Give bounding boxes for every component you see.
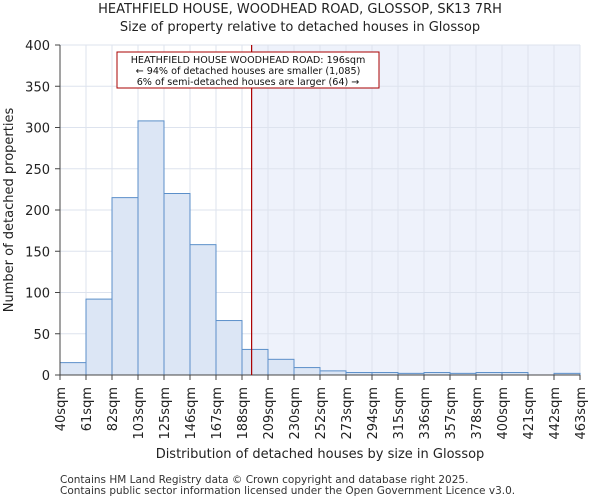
histogram-bar bbox=[59, 362, 87, 376]
histogram-bar bbox=[241, 348, 269, 376]
x-tick-label: 463sqm bbox=[574, 387, 589, 440]
histogram-bar bbox=[293, 367, 321, 376]
x-axis-label: Distribution of detached houses by size … bbox=[156, 447, 485, 462]
histogram-bar bbox=[215, 320, 243, 376]
x-tick-label: 442sqm bbox=[548, 387, 563, 440]
x-tick-label: 230sqm bbox=[288, 387, 303, 440]
y-tick-label: 150 bbox=[25, 245, 50, 260]
x-tick-label: 357sqm bbox=[444, 387, 459, 440]
x-tick-label: 294sqm bbox=[366, 387, 381, 440]
histogram-bar bbox=[111, 197, 139, 376]
histogram-bar bbox=[319, 370, 347, 376]
y-tick-label: 350 bbox=[25, 80, 50, 95]
x-tick-label: 167sqm bbox=[210, 387, 225, 440]
x-tick-label: 61sqm bbox=[80, 387, 95, 431]
y-tick-label: 400 bbox=[25, 39, 50, 54]
annotation-box bbox=[116, 51, 380, 89]
histogram-bar bbox=[267, 358, 295, 376]
x-tick-label: 103sqm bbox=[132, 387, 147, 440]
x-tick-label: 40sqm bbox=[54, 387, 69, 431]
x-tick-label: 209sqm bbox=[262, 387, 277, 440]
y-tick-label: 0 bbox=[42, 369, 50, 384]
annotation-line: ← 94% of detached houses are smaller (1,… bbox=[136, 66, 361, 77]
chart-title: HEATHFIELD HOUSE, WOODHEAD ROAD, GLOSSOP… bbox=[98, 2, 502, 17]
x-tick-label: 336sqm bbox=[418, 387, 433, 440]
y-tick-label: 250 bbox=[25, 163, 50, 178]
x-tick-label: 82sqm bbox=[106, 387, 121, 431]
y-tick-label: 50 bbox=[33, 328, 50, 343]
x-tick-label: 252sqm bbox=[314, 387, 329, 440]
footer-licence: Contains public sector information licen… bbox=[60, 485, 516, 497]
x-tick-label: 188sqm bbox=[236, 387, 251, 440]
y-tick-label: 100 bbox=[25, 287, 50, 302]
y-tick-label: 300 bbox=[25, 122, 50, 137]
annotation-line: HEATHFIELD HOUSE WOODHEAD ROAD: 196sqm bbox=[131, 55, 366, 66]
histogram-bar bbox=[163, 193, 191, 376]
histogram-bar bbox=[189, 244, 217, 376]
annotation-line: 6% of semi-detached houses are larger (6… bbox=[137, 77, 360, 88]
y-tick-label: 200 bbox=[25, 204, 50, 219]
x-tick-label: 146sqm bbox=[184, 387, 199, 440]
x-tick-label: 273sqm bbox=[340, 387, 355, 440]
y-axis-label: Number of detached properties bbox=[2, 108, 17, 313]
x-tick-label: 421sqm bbox=[522, 387, 537, 440]
histogram-bar bbox=[85, 298, 113, 376]
histogram-bar bbox=[137, 120, 165, 376]
x-tick-label: 400sqm bbox=[496, 387, 511, 440]
x-tick-label: 378sqm bbox=[470, 387, 485, 440]
chart-subtitle: Size of property relative to detached ho… bbox=[119, 20, 481, 35]
x-tick-label: 125sqm bbox=[158, 387, 173, 440]
footer-copyright: Contains HM Land Registry data © Crown c… bbox=[60, 474, 469, 486]
x-tick-label: 315sqm bbox=[392, 387, 407, 440]
